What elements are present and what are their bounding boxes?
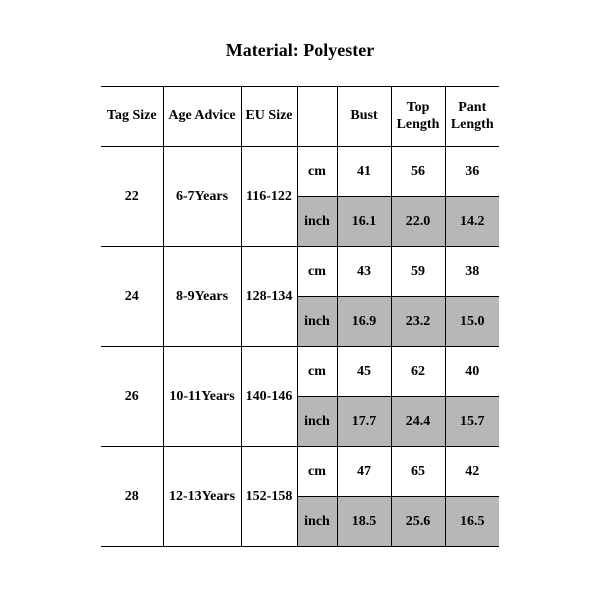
cell-pant-inch: 15.7 xyxy=(445,397,499,447)
cell-bust-cm: 41 xyxy=(337,147,391,197)
cell-unit-cm: cm xyxy=(297,347,337,397)
cell-bust-cm: 47 xyxy=(337,447,391,497)
cell-top-inch: 22.0 xyxy=(391,197,445,247)
col-top-length: Top Length xyxy=(391,87,445,147)
cell-pant-cm: 42 xyxy=(445,447,499,497)
col-age-advice: Age Advice xyxy=(163,87,241,147)
cell-eu: 140-146 xyxy=(241,347,297,447)
table-row: 24 8-9Years 128-134 cm 43 59 38 xyxy=(101,247,499,297)
cell-unit-inch: inch xyxy=(297,197,337,247)
cell-bust-cm: 45 xyxy=(337,347,391,397)
header-row: Tag Size Age Advice EU Size Bust Top Len… xyxy=(101,87,499,147)
cell-top-inch: 25.6 xyxy=(391,497,445,547)
cell-tag: 28 xyxy=(101,447,163,547)
cell-bust-inch: 16.9 xyxy=(337,297,391,347)
col-unit-blank xyxy=(297,87,337,147)
cell-pant-cm: 36 xyxy=(445,147,499,197)
table-row: 26 10-11Years 140-146 cm 45 62 40 xyxy=(101,347,499,397)
cell-age: 10-11Years xyxy=(163,347,241,447)
cell-tag: 24 xyxy=(101,247,163,347)
cell-pant-inch: 15.0 xyxy=(445,297,499,347)
table-row: 28 12-13Years 152-158 cm 47 65 42 xyxy=(101,447,499,497)
cell-pant-cm: 40 xyxy=(445,347,499,397)
cell-top-inch: 23.2 xyxy=(391,297,445,347)
cell-tag: 26 xyxy=(101,347,163,447)
cell-age: 6-7Years xyxy=(163,147,241,247)
cell-top-cm: 59 xyxy=(391,247,445,297)
table-body: 22 6-7Years 116-122 cm 41 56 36 inch 16.… xyxy=(101,147,499,547)
col-eu-size: EU Size xyxy=(241,87,297,147)
cell-unit-inch: inch xyxy=(297,297,337,347)
cell-top-cm: 56 xyxy=(391,147,445,197)
cell-unit-cm: cm xyxy=(297,147,337,197)
cell-tag: 22 xyxy=(101,147,163,247)
size-table: Tag Size Age Advice EU Size Bust Top Len… xyxy=(101,86,499,547)
cell-top-cm: 62 xyxy=(391,347,445,397)
cell-age: 8-9Years xyxy=(163,247,241,347)
col-bust: Bust xyxy=(337,87,391,147)
cell-unit-inch: inch xyxy=(297,397,337,447)
cell-pant-cm: 38 xyxy=(445,247,499,297)
cell-unit-inch: inch xyxy=(297,497,337,547)
cell-bust-inch: 16.1 xyxy=(337,197,391,247)
cell-unit-cm: cm xyxy=(297,247,337,297)
cell-top-inch: 24.4 xyxy=(391,397,445,447)
cell-top-cm: 65 xyxy=(391,447,445,497)
cell-unit-cm: cm xyxy=(297,447,337,497)
table-row: 22 6-7Years 116-122 cm 41 56 36 xyxy=(101,147,499,197)
cell-bust-inch: 18.5 xyxy=(337,497,391,547)
cell-pant-inch: 16.5 xyxy=(445,497,499,547)
cell-age: 12-13Years xyxy=(163,447,241,547)
col-pant-length: Pant Length xyxy=(445,87,499,147)
cell-eu: 128-134 xyxy=(241,247,297,347)
col-tag-size: Tag Size xyxy=(101,87,163,147)
page-title: Material: Polyester xyxy=(0,0,600,86)
cell-bust-cm: 43 xyxy=(337,247,391,297)
cell-bust-inch: 17.7 xyxy=(337,397,391,447)
cell-eu: 152-158 xyxy=(241,447,297,547)
cell-eu: 116-122 xyxy=(241,147,297,247)
cell-pant-inch: 14.2 xyxy=(445,197,499,247)
